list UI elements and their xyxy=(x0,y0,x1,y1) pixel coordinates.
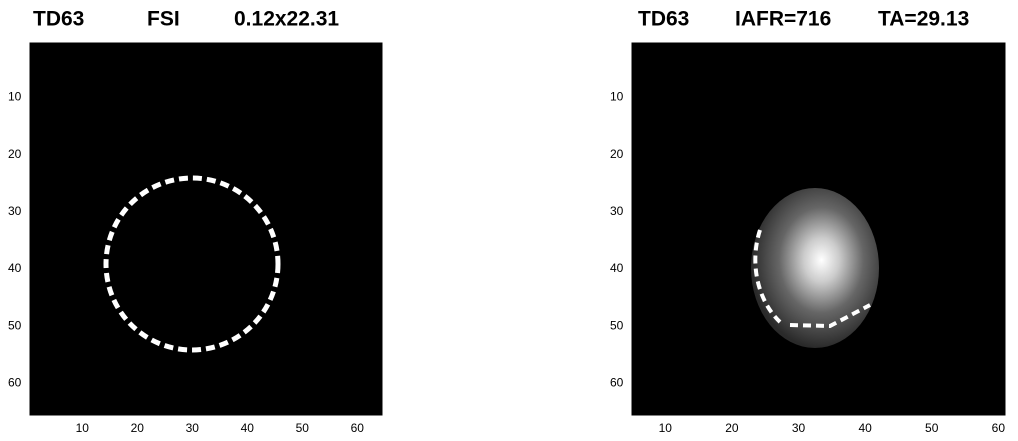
panel: TD63 FSI 0.12x22.31 10 20 30 40 50 60 10 20 30 40 50 6… xyxy=(8,8,382,436)
y-tick-label: 50 xyxy=(8,318,22,332)
y-tick-label: 20 xyxy=(610,147,624,161)
x-tick-label: 10 xyxy=(659,421,673,435)
y-tick-label: 30 xyxy=(8,204,22,218)
y-tick-label: 50 xyxy=(610,318,624,332)
x-tick-label: 40 xyxy=(241,421,255,435)
page: {"chart_data":[ {"type":"image","title_p… xyxy=(0,0,1018,441)
y-tick-label: 60 xyxy=(8,376,22,390)
y-tick-label: 30 xyxy=(610,204,624,218)
title: 0.12x22.31 xyxy=(234,8,339,31)
panel: TD63 IAFR=716 TA=29.13 10 20 30 40 50 60 10 20 30 40… xyxy=(610,8,1005,436)
x-tick-label: 20 xyxy=(725,421,739,435)
blob xyxy=(751,188,879,348)
x-tick-label: 60 xyxy=(992,421,1006,435)
x-tick-label: 50 xyxy=(925,421,939,435)
x-tick-label: 30 xyxy=(186,421,200,435)
y-tick-label: 20 xyxy=(8,147,22,161)
x-tick-label: 10 xyxy=(76,421,90,435)
x-tick-label: 30 xyxy=(792,421,806,435)
x-tick-label: 20 xyxy=(131,421,145,435)
y-tick-label: 10 xyxy=(8,90,22,104)
title: TA=29.13 xyxy=(878,8,969,31)
title: FSI xyxy=(147,8,180,31)
title: TD63 xyxy=(638,8,689,31)
x-tick-label: 50 xyxy=(296,421,310,435)
y-tick-label: 40 xyxy=(8,261,22,275)
title: IAFR=716 xyxy=(735,8,831,31)
title: TD63 xyxy=(33,8,84,31)
y-tick-label: 10 xyxy=(610,90,624,104)
image-area xyxy=(30,43,382,415)
y-tick-label: 60 xyxy=(610,376,624,390)
y-tick-label: 40 xyxy=(610,261,624,275)
x-tick-label: 60 xyxy=(351,421,365,435)
figure: TD63 FSI 0.12x22.31 10 20 30 40 50 60 10 20 30 40 50 6… xyxy=(0,0,1018,436)
x-tick-label: 40 xyxy=(858,421,872,435)
